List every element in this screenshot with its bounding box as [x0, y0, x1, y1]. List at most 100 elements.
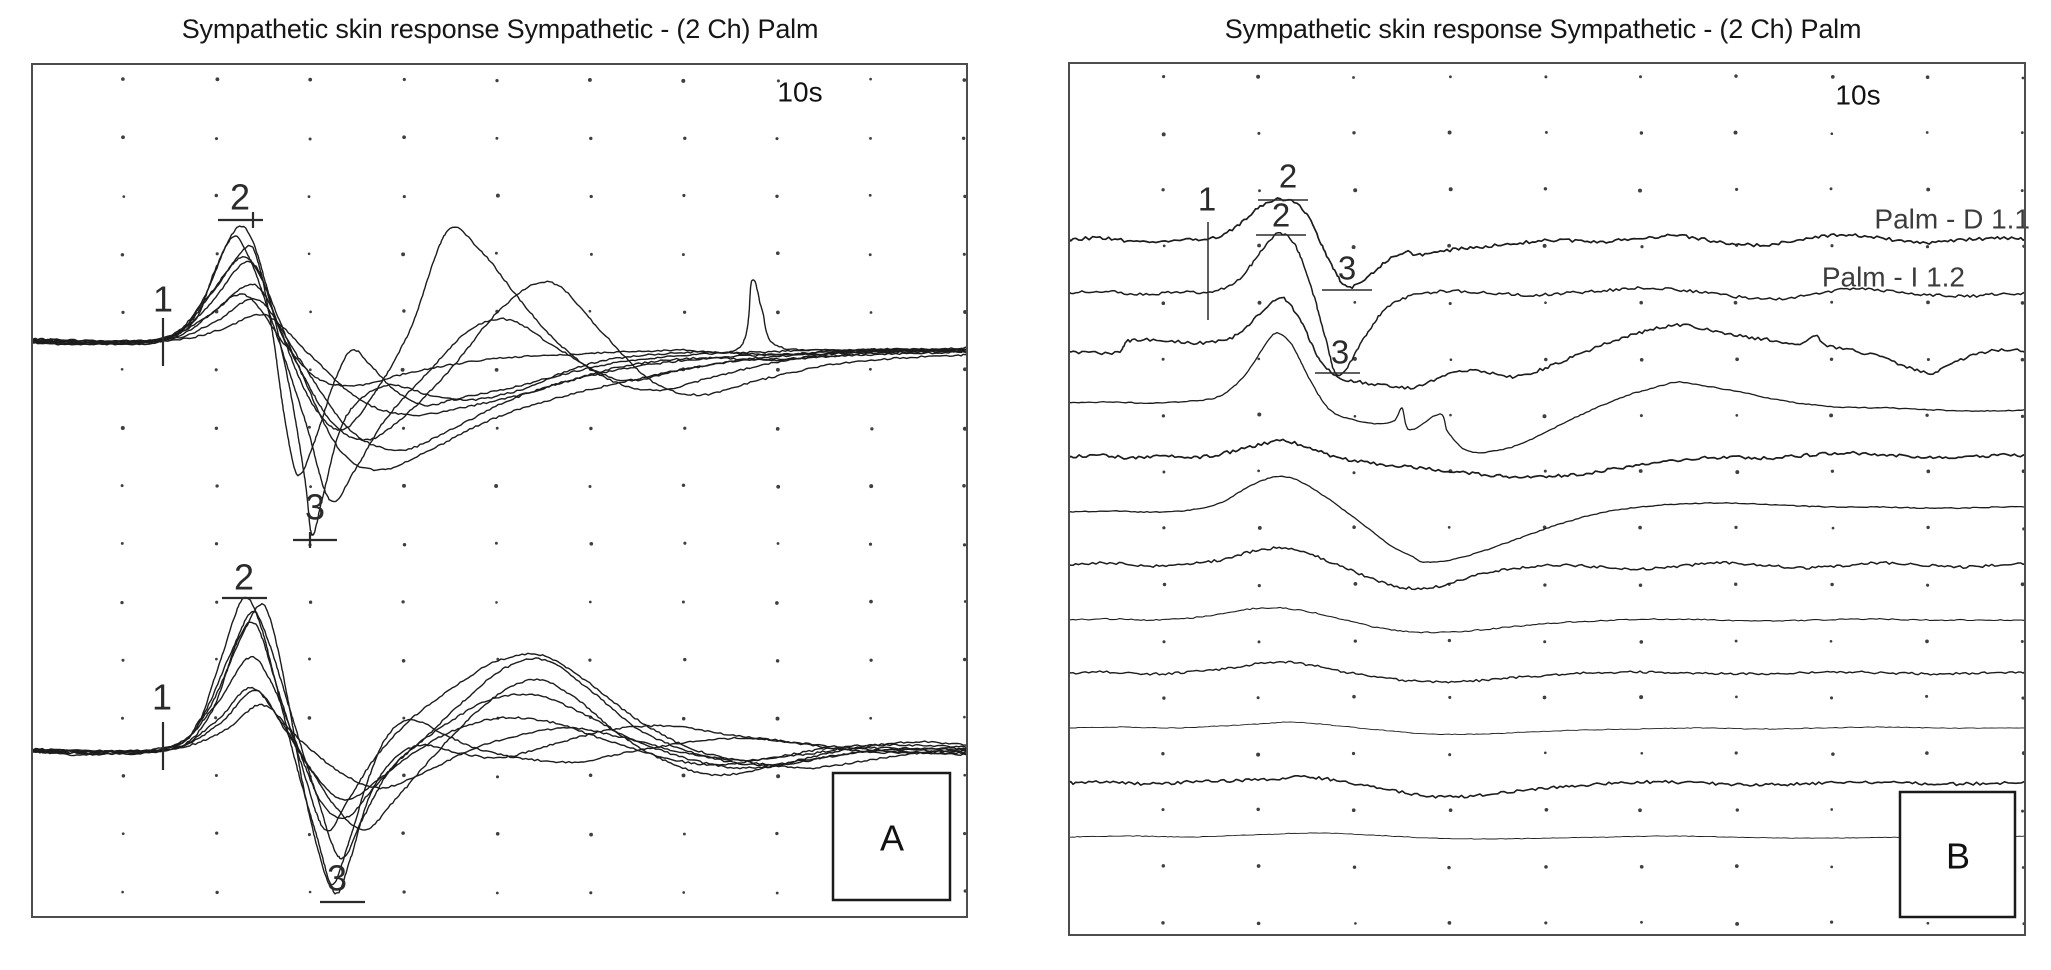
grid-dot: [1735, 187, 1739, 191]
grid-dot: [122, 195, 126, 198]
panel-b-trace-12: [1069, 832, 2025, 840]
grid-dot: [1735, 921, 1740, 926]
grid-dot: [308, 368, 312, 372]
grid-dot: [1449, 358, 1453, 362]
grid-dot: [1830, 865, 1834, 869]
grid-dot: [401, 252, 406, 257]
grid-dot: [307, 716, 312, 720]
grid-dot: [1353, 414, 1357, 418]
grid-dot: [494, 251, 498, 255]
trace-group: [32, 225, 967, 895]
grid-dot: [962, 78, 967, 82]
grid-dot: [2021, 866, 2025, 869]
grid-dot: [1447, 921, 1452, 925]
grid-dot: [1256, 864, 1261, 868]
grid-dot: [2020, 582, 2025, 587]
grid-dot: [1925, 131, 1929, 134]
grid-dot: [869, 484, 874, 489]
channel-label-1: Palm - D 1.1: [1874, 204, 2030, 235]
grid-dot: [1351, 245, 1356, 250]
grid-dot: [1162, 470, 1166, 474]
grid-dot: [1829, 357, 1834, 361]
grid-dot: [1256, 752, 1261, 757]
grid-dot: [775, 601, 779, 605]
time-scale-label: 10s: [1835, 80, 1880, 111]
grid-dot: [2021, 696, 2025, 700]
grid-dot: [589, 541, 594, 546]
grid-dot: [1448, 75, 1452, 79]
grid-dot: [1256, 696, 1260, 700]
grid-dot: [1831, 526, 1835, 530]
channel-label-2: Palm - I 1.2: [1822, 262, 1965, 293]
grid-dot: [401, 426, 406, 430]
grid-dot: [1544, 301, 1547, 305]
grid-dot: [1638, 808, 1642, 813]
grid-dots: [120, 77, 968, 895]
grid-dot: [1830, 75, 1835, 79]
grid-dot: [775, 367, 780, 372]
grid-dot: [121, 310, 125, 314]
grid-dot: [2020, 414, 2025, 419]
grid-dot: [1447, 526, 1451, 529]
grid-dot: [215, 600, 219, 604]
grid-dot: [1257, 525, 1262, 530]
grid-dot: [589, 891, 593, 895]
panel-b-trace-10: [1069, 721, 2025, 736]
grid-dot: [214, 193, 219, 198]
marker-label-3: 3: [327, 858, 347, 899]
panel-a-trace-1: [32, 225, 967, 536]
panel-b-trace-5: [1069, 438, 2025, 479]
grid-dot: [1543, 469, 1547, 473]
grid-dot: [1925, 751, 1929, 755]
grid-dot: [963, 600, 967, 603]
grid-dot: [401, 659, 406, 663]
grid-dot: [962, 426, 967, 431]
grid-dot: [1352, 694, 1356, 699]
grid-dot: [495, 426, 499, 430]
grid-dot: [308, 77, 313, 82]
grid-dot: [962, 657, 967, 662]
grid-dot: [120, 484, 124, 488]
panel-b-trace-1: [1069, 197, 2025, 290]
grid-dot: [1925, 413, 1929, 417]
grid-dot: [1926, 357, 1930, 362]
grid-dot: [589, 426, 593, 431]
grid-dot: [1926, 921, 1930, 925]
grid-dot: [589, 136, 593, 141]
grid-dot: [1162, 526, 1166, 530]
grid-dot: [494, 368, 499, 372]
marker-label-3: 3: [1338, 250, 1356, 287]
grid-dot: [1257, 584, 1261, 588]
grid-dot: [1162, 244, 1166, 248]
grid-dot: [121, 716, 124, 720]
grid-dot: [215, 831, 219, 835]
grid-dot: [402, 135, 406, 140]
grid-dot: [776, 542, 780, 545]
grid-dot: [1926, 469, 1931, 474]
grid-dot: [1161, 752, 1165, 756]
grid-dot: [1257, 469, 1260, 473]
grid-dot: [1830, 582, 1834, 587]
grid-dot: [495, 136, 499, 140]
grid-dot: [401, 831, 405, 835]
grid-dot: [1353, 639, 1357, 643]
grid-dot: [963, 832, 967, 836]
grid-dot: [1639, 695, 1644, 700]
grid-dot: [494, 484, 499, 488]
grid-dot: [1162, 640, 1166, 644]
grid-dot: [1542, 695, 1547, 700]
grid-dot: [1257, 243, 1262, 248]
marker-label-1: 1: [1198, 181, 1216, 218]
grid-dot: [215, 657, 218, 661]
grid-dot: [1447, 130, 1452, 135]
panel-b-trace-2: [1069, 231, 2025, 377]
panel-b-trace-4: [1069, 331, 2025, 454]
grid-dot: [963, 194, 967, 199]
grid-dot: [1926, 525, 1930, 530]
grid-dot: [402, 890, 406, 894]
grid-dot: [1448, 695, 1452, 699]
grid-dot: [215, 484, 219, 488]
corner-label-box: [1898, 790, 2017, 919]
grid-dot: [681, 773, 686, 778]
grid-dot: [496, 657, 500, 661]
